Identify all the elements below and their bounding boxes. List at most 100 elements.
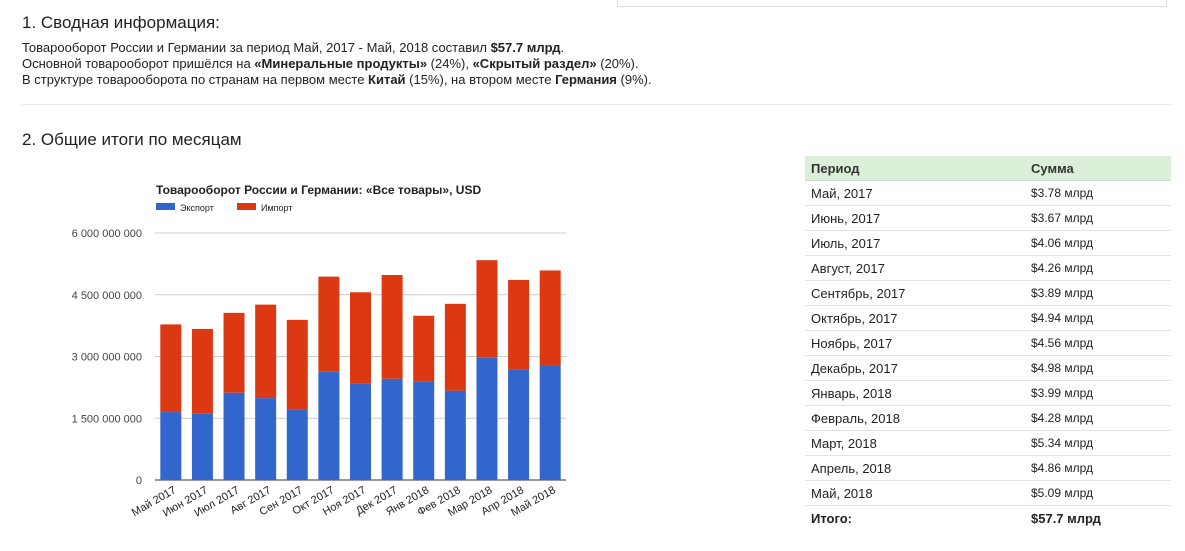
summary-line-1-suffix: . (560, 40, 565, 55)
period-cell: Март, 2018 (805, 430, 1025, 456)
bar-export (444, 390, 466, 480)
trade-bar-chart: Товарооборот России и Германии: «Все тов… (72, 183, 566, 520)
legend-swatch-0 (156, 203, 175, 210)
period-cell: Май, 2017 (805, 180, 1025, 206)
table-row: Март, 2018 $5.34 млрд (805, 430, 1171, 456)
sum-cell: $4.94 млрд (1025, 305, 1171, 331)
summary-line-2-suffix: (20%). (596, 56, 639, 71)
sum-cell: $4.28 млрд (1025, 405, 1171, 431)
bar-export (508, 369, 530, 480)
bar-export (381, 378, 403, 480)
table-row: Июнь, 2017 $3.67 млрд (805, 205, 1171, 231)
top-category-2: «Скрытый раздел» (472, 56, 597, 71)
period-cell: Май, 2018 (805, 480, 1025, 506)
sum-cell: $3.67 млрд (1025, 205, 1171, 231)
top-panel-box (617, 0, 1167, 7)
period-cell: Август, 2017 (805, 255, 1025, 281)
period-column-header: Период (805, 156, 1025, 181)
bar-export (255, 398, 277, 480)
period-cell: Ноябрь, 2017 (805, 330, 1025, 356)
period-cell: Декабрь, 2017 (805, 355, 1025, 381)
bar-export (413, 381, 435, 480)
period-cell: Июль, 2017 (805, 230, 1025, 256)
summary-line-2-mid: (24%), (427, 56, 473, 71)
bar-export (223, 392, 245, 480)
legend-label-0: Экспорт (180, 203, 214, 213)
period-cell: Сентябрь, 2017 (805, 280, 1025, 306)
table-row: Май, 2017 $3.78 млрд (805, 180, 1171, 206)
period-cell: Октябрь, 2017 (805, 305, 1025, 331)
summary-line-2: Основной товарооборот пришёлся на «Минер… (22, 56, 652, 72)
sum-cell: $3.99 млрд (1025, 380, 1171, 406)
table-row: Январь, 2018 $3.99 млрд (805, 380, 1171, 406)
bar-import (286, 319, 308, 410)
monthly-heading: 2. Общие итоги по месяцам (22, 130, 242, 149)
period-cell: Июнь, 2017 (805, 205, 1025, 231)
chart-title: Товарооборот России и Германии: «Все тов… (156, 183, 481, 197)
sum-cell: $5.34 млрд (1025, 430, 1171, 456)
period-cell: Февраль, 2018 (805, 405, 1025, 431)
table-row: Октябрь, 2017 $4.94 млрд (805, 305, 1171, 331)
summary-line-2-text: Основной товарооборот пришёлся на (22, 56, 255, 71)
y-tick-label: 4 500 000 000 (72, 290, 142, 302)
legend-label-1: Импорт (261, 203, 292, 213)
period-cell: Январь, 2018 (805, 380, 1025, 406)
summary-text: Товарооборот России и Германии за период… (22, 40, 652, 88)
bar-export (160, 412, 182, 480)
top-country-2: Германия (555, 72, 617, 87)
table-row: Август, 2017 $4.26 млрд (805, 255, 1171, 281)
monthly-table: Период Сумма Май, 2017 $3.78 млрд Июнь, 2… (805, 156, 1171, 530)
table-row: Ноябрь, 2017 $4.56 млрд (805, 330, 1171, 356)
top-category-1: «Минеральные продукты» (254, 56, 428, 71)
summary-heading: 1. Сводная информация: (22, 13, 220, 32)
bar-export (476, 357, 498, 480)
table-row: Февраль, 2018 $4.28 млрд (805, 405, 1171, 431)
table-row: Апрель, 2018 $4.86 млрд (805, 455, 1171, 481)
bar-export (286, 409, 308, 480)
bar-import (413, 315, 435, 382)
sum-column-header: Сумма (1025, 156, 1171, 181)
bar-import (318, 276, 340, 372)
sum-cell: $4.06 млрд (1025, 230, 1171, 256)
summary-line-3-mid: (15%), на втором месте (405, 72, 556, 87)
total-label: Итого: (811, 510, 852, 526)
top-country-1: Китай (368, 72, 406, 87)
summary-line-3: В структуре товарооборота по странам на … (22, 72, 652, 88)
table-header-row: Период Сумма (805, 156, 1171, 181)
bar-import (476, 260, 498, 358)
summary-line-1: Товарооборот России и Германии за период… (22, 40, 652, 56)
y-tick-label: 0 (136, 475, 142, 487)
sum-cell: $4.26 млрд (1025, 255, 1171, 281)
table-total-row: Итого: $57.7 млрд (805, 506, 1171, 531)
sum-cell: $4.86 млрд (1025, 455, 1171, 481)
table-row: Май, 2018 $5.09 млрд (805, 480, 1171, 506)
y-tick-label: 3 000 000 000 (72, 352, 142, 364)
section-divider (22, 104, 1172, 105)
bar-import (255, 304, 277, 399)
bar-export (350, 383, 371, 480)
legend-swatch-1 (237, 203, 256, 210)
sum-cell: $4.98 млрд (1025, 355, 1171, 381)
bar-import (350, 292, 371, 384)
sum-cell: $3.89 млрд (1025, 280, 1171, 306)
bar-import (508, 279, 530, 370)
bar-import (160, 324, 182, 413)
summary-line-3-text: В структуре товарооборота по странам на … (22, 72, 369, 87)
y-tick-label: 6 000 000 000 (72, 228, 142, 240)
bar-import (539, 270, 561, 366)
bar-import (223, 312, 245, 393)
bar-import (444, 303, 466, 391)
bar-import (191, 328, 213, 414)
sum-cell: $3.78 млрд (1025, 180, 1171, 206)
table-row: Сентябрь, 2017 $3.89 млрд (805, 280, 1171, 306)
bar-export (318, 371, 340, 480)
total-sum: $57.7 млрд (1031, 510, 1101, 526)
table-row: Декабрь, 2017 $4.98 млрд (805, 355, 1171, 381)
y-tick-label: 1 500 000 000 (72, 413, 142, 425)
total-value: $57.7 млрд (490, 40, 561, 55)
bar-export (539, 365, 561, 480)
bar-export (191, 413, 213, 480)
table-row: Июль, 2017 $4.06 млрд (805, 230, 1171, 256)
summary-line-3-suffix: (9%). (616, 72, 652, 87)
summary-line-1-text: Товарооборот России и Германии за период… (22, 40, 491, 55)
